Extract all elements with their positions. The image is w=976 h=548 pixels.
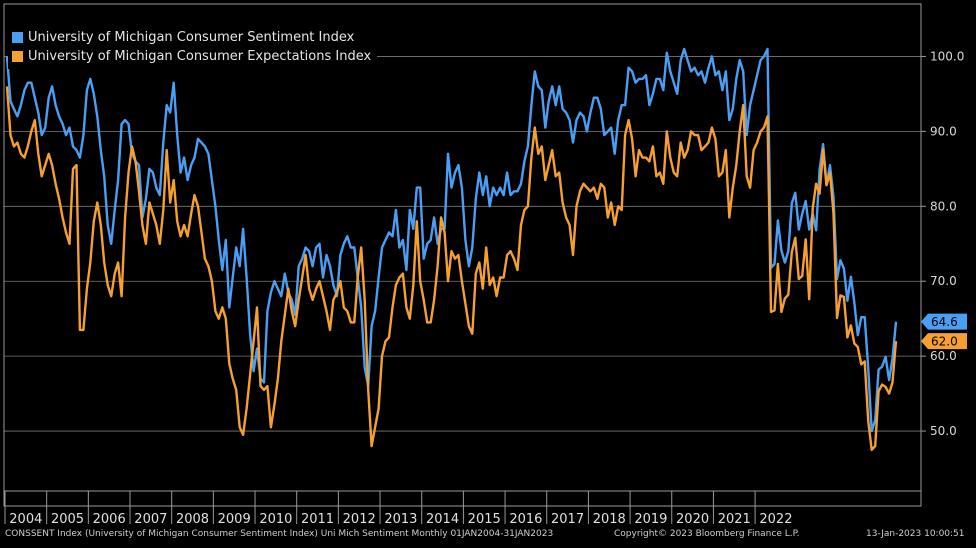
series-line-expectations: [5, 86, 898, 451]
footer-source: CONSSENT Index (University of Michigan C…: [5, 529, 554, 539]
y-tick-label: 70.0: [930, 274, 957, 288]
x-tick-label: 2019: [634, 512, 667, 527]
x-tick-label: 2008: [176, 512, 209, 527]
last-value-label-sentiment: 64.6: [931, 315, 958, 329]
x-tick-label: 2012: [343, 512, 376, 527]
footer-copyright: Copyright© 2023 Bloomberg Finance L.P.: [614, 529, 800, 539]
y-tick-label: 90.0: [930, 124, 957, 138]
x-tick-label: 2013: [384, 512, 417, 527]
x-tick-label: 2004: [9, 512, 42, 527]
x-tick-label: 2006: [93, 512, 126, 527]
last-value-label-expectations: 62.0: [931, 335, 958, 349]
x-tick-label: 2016: [509, 512, 542, 527]
x-tick-label: 2020: [676, 512, 709, 527]
legend: University of Michigan Consumer Sentimen…: [8, 26, 378, 69]
x-tick-label: 2015: [468, 512, 501, 527]
y-tick-label: 60.0: [930, 349, 957, 363]
x-tick-label: 2011: [301, 512, 334, 527]
x-tick-label: 2007: [134, 512, 167, 527]
x-tick-label: 2009: [218, 512, 251, 527]
legend-swatch-expectations: [12, 51, 23, 62]
last-value-tag-sentiment: [921, 313, 967, 330]
series-line-sentiment: [5, 47, 898, 433]
x-tick-label: 2014: [426, 512, 459, 527]
y-tick-label: 80.0: [930, 199, 957, 213]
plot-frame: [3, 3, 922, 507]
x-tick-label: 2017: [551, 512, 584, 527]
legend-label-expectations: University of Michigan Consumer Expectat…: [28, 49, 372, 64]
x-tick-label: 2005: [51, 512, 84, 527]
footer-timestamp: 13-Jan-2023 10:00:51: [866, 529, 965, 539]
x-tick-label: 2022: [759, 512, 792, 527]
last-value-tag-expectations: [921, 333, 967, 350]
x-tick-label: 2021: [718, 512, 751, 527]
x-tick-label: 2018: [593, 512, 626, 527]
y-tick-label: 100.0: [930, 49, 964, 63]
legend-item-sentiment: University of Michigan Consumer Sentimen…: [12, 28, 371, 47]
x-tick-label: 2010: [259, 512, 292, 527]
y-tick-label: 50.0: [930, 424, 957, 438]
legend-label-sentiment: University of Michigan Consumer Sentimen…: [28, 30, 355, 45]
legend-item-expectations: University of Michigan Consumer Expectat…: [12, 47, 371, 66]
legend-swatch-sentiment: [12, 32, 23, 43]
